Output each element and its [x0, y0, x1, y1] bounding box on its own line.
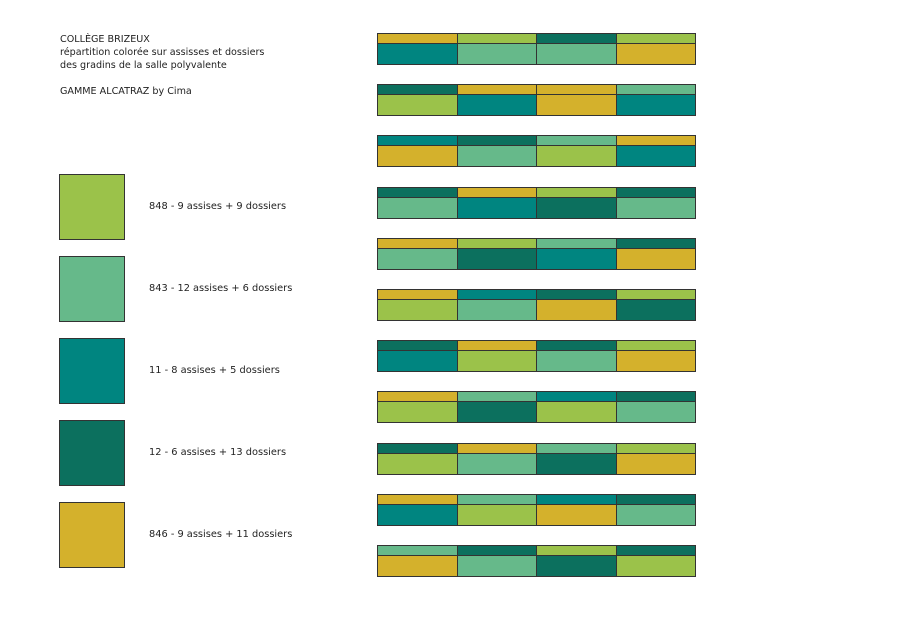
color-swatch: [59, 174, 125, 240]
bench-row: [377, 442, 696, 475]
assise-segment: [615, 43, 696, 65]
assise-segment: [456, 247, 537, 270]
title-college: COLLÈGE BRIZEUX: [60, 34, 150, 45]
legend-label: 12 - 6 assises + 13 dossiers: [149, 447, 287, 458]
subtitle-line-1: répartition colorée sur assisses et doss…: [60, 47, 265, 58]
bench-row: [377, 84, 696, 117]
legend-label: 848 - 9 assises + 9 dossiers: [149, 201, 287, 212]
assise-segment: [377, 350, 458, 373]
assise-segment: [536, 43, 617, 65]
assise-segment: [536, 145, 617, 168]
assise-segment: [456, 350, 537, 373]
assise-segment: [536, 555, 617, 577]
assise-segment: [536, 350, 617, 373]
assise-segment: [456, 503, 537, 526]
assise-segment: [615, 401, 696, 424]
color-swatch: [59, 256, 125, 322]
assise-segment: [536, 452, 617, 475]
bench-row: [377, 33, 696, 65]
assise-segment: [615, 503, 696, 526]
assise-segment: [456, 94, 537, 117]
assise-segment: [377, 247, 458, 270]
bench-row: [377, 340, 696, 373]
legend-item-846: 846 - 9 assises + 11 dossiers: [59, 502, 459, 568]
assise-segment: [377, 401, 458, 424]
assise-segment: [377, 43, 458, 65]
legend-label: 11 - 8 assises + 5 dossiers: [149, 365, 280, 376]
assise-segment: [377, 555, 458, 577]
legend-item-11: 11 - 8 assises + 5 dossiers: [59, 338, 459, 404]
assise-segment: [377, 299, 458, 321]
legend-item-848: 848 - 9 assises + 9 dossiers: [59, 174, 459, 240]
legend-item-843: 843 - 12 assises + 6 dossiers: [59, 256, 459, 322]
assise-segment: [456, 196, 537, 219]
assise-segment: [377, 452, 458, 475]
assise-segment: [536, 94, 617, 117]
bench-row: [377, 186, 696, 219]
bench-row: [377, 493, 696, 526]
assise-segment: [456, 401, 537, 424]
assise-segment: [615, 299, 696, 321]
color-swatch: [59, 420, 125, 486]
assise-segment: [536, 196, 617, 219]
subtitle-line-2: des gradins de la salle polyvalente: [60, 60, 227, 71]
assise-segment: [536, 503, 617, 526]
assise-segment: [377, 145, 458, 168]
assise-segment: [615, 196, 696, 219]
color-swatch: [59, 338, 125, 404]
assise-segment: [456, 555, 537, 577]
assise-segment: [377, 196, 458, 219]
title-block: COLLÈGE BRIZEUX répartition colorée sur …: [60, 33, 264, 98]
assise-segment: [456, 452, 537, 475]
bench-row: [377, 545, 696, 577]
bench-row: [377, 237, 696, 270]
assise-segment: [615, 94, 696, 117]
legend-label: 843 - 12 assises + 6 dossiers: [149, 283, 293, 294]
assise-segment: [615, 247, 696, 270]
assise-segment: [456, 299, 537, 321]
bench-row: [377, 135, 696, 168]
assise-segment: [615, 555, 696, 577]
assise-segment: [456, 145, 537, 168]
legend-label: 846 - 9 assises + 11 dossiers: [149, 529, 293, 540]
assise-segment: [615, 145, 696, 168]
spacer: [60, 72, 264, 85]
bench-row: [377, 289, 696, 321]
assise-segment: [377, 94, 458, 117]
color-swatch: [59, 502, 125, 568]
assise-segment: [615, 452, 696, 475]
assise-segment: [536, 401, 617, 424]
assise-segment: [377, 503, 458, 526]
assise-segment: [536, 247, 617, 270]
assise-segment: [536, 299, 617, 321]
assise-segment: [456, 43, 537, 65]
product-range: GAMME ALCATRAZ by Cima: [60, 86, 192, 97]
bench-row: [377, 391, 696, 424]
legend-item-12: 12 - 6 assises + 13 dossiers: [59, 420, 459, 486]
assise-segment: [615, 350, 696, 373]
